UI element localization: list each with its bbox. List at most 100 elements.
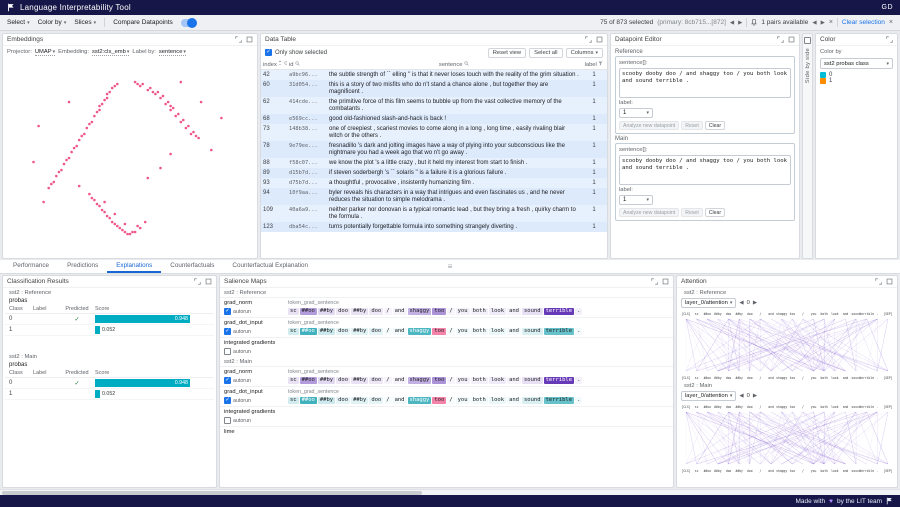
salience-token[interactable]: terrible <box>544 397 575 404</box>
autorun-checkbox[interactable] <box>224 348 231 355</box>
salience-token[interactable]: terrible <box>544 308 575 315</box>
salience-token[interactable]: too <box>432 397 446 404</box>
salience-token[interactable]: sound <box>522 308 543 315</box>
column-header-id[interactable]: id <box>287 59 327 70</box>
tab-explanations[interactable]: Explanations <box>107 260 161 273</box>
salience-token[interactable]: sc <box>288 377 299 384</box>
salience-token[interactable]: both <box>471 308 488 315</box>
reset-button[interactable]: Reset <box>681 121 703 130</box>
reset-view-button[interactable]: Reset view <box>488 48 526 58</box>
embedding-projection[interactable] <box>3 58 257 258</box>
expand-icon[interactable] <box>584 36 592 44</box>
reset-button[interactable]: Reset <box>681 208 703 217</box>
clear-selection-icon[interactable]: × <box>889 19 893 26</box>
table-row[interactable]: 78 9e79ee... fresnadillo 's dark and jol… <box>261 141 607 158</box>
salience-token[interactable]: doo <box>369 397 383 404</box>
salience-token[interactable]: / <box>384 397 391 404</box>
salience-token[interactable]: ##oo <box>300 308 317 315</box>
salience-token[interactable]: you <box>456 308 470 315</box>
salience-token[interactable]: sound <box>522 328 543 335</box>
salience-token[interactable]: ##by <box>351 308 368 315</box>
salience-token[interactable]: ##by <box>351 377 368 384</box>
side-by-side-checkbox[interactable] <box>804 37 811 44</box>
table-row[interactable]: 68 e569cc... good old-fashioned slash-an… <box>261 114 607 124</box>
autorun-control[interactable]: autorun <box>224 417 288 424</box>
salience-token[interactable]: doo <box>336 308 350 315</box>
salience-token[interactable]: and <box>507 377 521 384</box>
salience-token[interactable]: and <box>507 308 521 315</box>
table-row[interactable]: 88 f58c07... we know the plot 's a littl… <box>261 158 607 168</box>
salience-token[interactable]: ##oo <box>300 328 317 335</box>
salience-token[interactable]: shaggy <box>408 328 432 335</box>
attention-layer-select[interactable]: layer_0/attention▾ <box>681 298 736 308</box>
label-select[interactable]: 1▾ <box>619 195 653 205</box>
tab-counterfactuals[interactable]: Counterfactuals <box>161 260 223 273</box>
salience-token[interactable]: / <box>384 377 391 384</box>
select-menu-button[interactable]: Select▾ <box>7 19 30 26</box>
columns-button[interactable]: Columns▾ <box>566 48 603 58</box>
attention-head-prev[interactable]: ◀ <box>739 393 743 399</box>
salience-token[interactable]: look <box>489 308 506 315</box>
label-select[interactable]: 1▾ <box>619 108 653 118</box>
salience-token[interactable]: you <box>456 328 470 335</box>
attention-head-next[interactable]: ▶ <box>753 393 757 399</box>
expand-icon[interactable] <box>193 278 201 286</box>
tab-predictions[interactable]: Predictions <box>58 260 107 273</box>
salience-token[interactable]: ##by <box>318 377 335 384</box>
autorun-checkbox[interactable]: ✓ <box>224 328 231 335</box>
salience-token[interactable]: ##by <box>351 397 368 404</box>
table-row[interactable]: 60 31d054... this is a story of two misf… <box>261 80 607 97</box>
prev-datapoint-button[interactable]: ◀ <box>730 20 734 26</box>
salience-token[interactable]: terrible <box>544 377 575 384</box>
table-row[interactable]: 94 10f9aa... byler reveals his character… <box>261 188 607 205</box>
salience-token[interactable]: . <box>575 397 582 404</box>
clear-button[interactable]: Clear <box>705 208 725 217</box>
autorun-checkbox[interactable]: ✓ <box>224 308 231 315</box>
analyze-new-datapoint-button[interactable]: Analyze new datapoint <box>619 121 679 130</box>
autorun-control[interactable]: ✓ autorun <box>224 377 288 384</box>
salience-token[interactable]: and <box>393 328 407 335</box>
expand-icon[interactable] <box>776 36 784 44</box>
salience-token[interactable]: and <box>393 397 407 404</box>
user-avatar[interactable]: GD <box>882 4 894 11</box>
autorun-checkbox[interactable] <box>224 417 231 424</box>
salience-token[interactable]: too <box>432 308 446 315</box>
slices-menu-button[interactable]: Slices▾ <box>74 19 96 26</box>
salience-token[interactable]: ##oo <box>300 377 317 384</box>
salience-token[interactable]: too <box>432 328 446 335</box>
expand-icon[interactable] <box>885 36 893 44</box>
salience-token[interactable]: doo <box>336 328 350 335</box>
maximize-icon[interactable] <box>885 278 893 286</box>
column-header-index[interactable]: index <box>261 59 287 70</box>
analyze-new-datapoint-button[interactable]: Analyze new datapoint <box>619 208 679 217</box>
tab-counterfactual-explanation[interactable]: Counterfactual Explanation <box>223 260 317 273</box>
salience-token[interactable]: terrible <box>544 328 575 335</box>
table-row[interactable]: 42 a9bc96... the subtle strength of `` e… <box>261 70 607 81</box>
maximize-icon[interactable] <box>661 278 669 286</box>
autorun-control[interactable]: ✓ autorun <box>224 397 288 404</box>
salience-token[interactable]: / <box>384 308 391 315</box>
salience-token[interactable]: you <box>456 377 470 384</box>
attention-visualization[interactable]: [CLS][CLS]scsc##oo##oo##by##bydoodoo##by… <box>680 309 894 381</box>
tab-performance[interactable]: Performance <box>4 260 58 273</box>
scrollbar-thumb[interactable] <box>2 491 422 495</box>
color-by-select[interactable]: sst2 probas class▾ <box>820 58 893 69</box>
autorun-control[interactable]: autorun <box>224 348 288 355</box>
pin-icon[interactable] <box>751 19 757 26</box>
select-all-button[interactable]: Select all <box>529 48 563 58</box>
sentence-textarea[interactable]: scooby dooby doo / and shaggy too / you … <box>619 155 791 185</box>
salience-token[interactable]: doo <box>336 397 350 404</box>
salience-token[interactable]: . <box>575 328 582 335</box>
salience-token[interactable]: doo <box>369 308 383 315</box>
clear-selection-button[interactable]: Clear selection <box>842 19 885 26</box>
salience-token[interactable]: / <box>384 328 391 335</box>
maximize-icon[interactable] <box>595 36 603 44</box>
salience-token[interactable]: and <box>393 377 407 384</box>
attention-head-prev[interactable]: ◀ <box>739 300 743 306</box>
next-pair-button[interactable]: ▶ <box>821 20 825 26</box>
data-table-scroll-area[interactable]: index id sentence label 42 a9bc96... the… <box>261 59 607 258</box>
attention-head-next[interactable]: ▶ <box>753 300 757 306</box>
salience-token[interactable]: both <box>471 397 488 404</box>
label-by-select[interactable]: sentence▾ <box>159 49 186 56</box>
maximize-icon[interactable] <box>787 36 795 44</box>
